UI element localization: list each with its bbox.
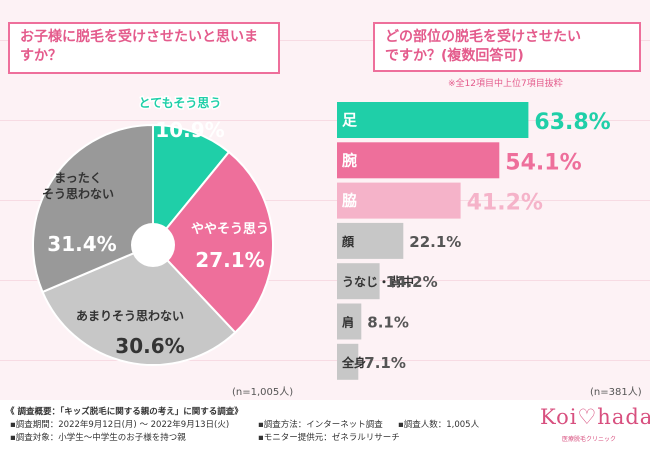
bar-7 bbox=[337, 343, 359, 380]
bar-category-label: 足 bbox=[342, 111, 358, 129]
pie-question-box: お子様に脱毛を受けさせたいと思いますか？ bbox=[8, 22, 280, 74]
bar-1 bbox=[337, 102, 529, 138]
bar-value-label: 7.1% bbox=[364, 354, 406, 372]
pie-chart: とてもそう思う 10.9% ややそう思う 27.1% あまりそう思わない 30.6% まった… bbox=[32, 95, 274, 366]
pie-value-label: 27.1% bbox=[195, 248, 264, 272]
bar-question-line2: ですか？(複数回答可) bbox=[385, 48, 524, 64]
bar-value-label: 63.8% bbox=[534, 110, 610, 135]
bar-value-label: 8.1% bbox=[367, 314, 409, 332]
bar-sample-size: (n=381人) bbox=[590, 387, 642, 398]
pie-sample-size: (n=1,005人) bbox=[232, 387, 294, 398]
brand-logo: Koi♡hada 医療脱毛クリニック bbox=[530, 403, 650, 447]
bar-6 bbox=[337, 303, 362, 340]
bar-category-label: 全身 bbox=[341, 355, 366, 370]
pie-center-hole bbox=[131, 223, 175, 267]
bar-4 bbox=[337, 222, 404, 259]
pie-label: あまりそう思わない bbox=[76, 309, 184, 323]
pie-value-label: 10.9% bbox=[155, 118, 224, 142]
bar-value-label: 41.2% bbox=[467, 191, 543, 216]
bar-question-line1: どの部位の脱毛を受けさせたい bbox=[385, 29, 581, 45]
pie-slice bbox=[152, 123, 231, 248]
bar-category-label: 脇 bbox=[342, 192, 357, 210]
pie-label: とてもそう思う bbox=[139, 96, 222, 110]
pie-value-label: 31.4% bbox=[47, 232, 116, 256]
survey-title: 《 調査概要：「キッズ脱毛に関する親の考え」に関する調査》 bbox=[6, 407, 243, 417]
survey-provider: ▪モニター提供元：ゼネラルリサーチ bbox=[258, 433, 400, 443]
bar-value-label: 14.2% bbox=[386, 273, 438, 291]
pie-slice bbox=[151, 150, 274, 334]
pie-slice bbox=[41, 243, 237, 366]
bar-3 bbox=[337, 182, 461, 219]
bar-category-label: 腕 bbox=[342, 151, 357, 169]
logo-subtext: 医療脱毛クリニック bbox=[562, 436, 617, 443]
pie-slice bbox=[32, 123, 154, 294]
bar-2 bbox=[337, 142, 500, 179]
pie-label: そう思わない bbox=[42, 187, 114, 201]
bar-value-label: 22.1% bbox=[409, 233, 461, 251]
bar-value-label: 54.1% bbox=[505, 150, 581, 175]
pie-value-label: 30.6% bbox=[115, 334, 184, 358]
bar-category-label: 肩 bbox=[342, 315, 354, 330]
bar-category-label: うなじ・背中 bbox=[342, 274, 414, 289]
logo-text: Koi♡hada bbox=[540, 405, 650, 429]
bar-category-label: 顔 bbox=[341, 234, 355, 249]
survey-count: ▪調査人数：1,005人 bbox=[398, 420, 480, 430]
survey-period: ▪調査期間：2022年9月12日(月) ～ 2022年9月13日(火) bbox=[10, 420, 230, 430]
bar-note: ※全12項目中上位7項目抜粋 bbox=[448, 79, 563, 89]
pie-question: お子様に脱毛を受けさせたいと思いますか？ bbox=[20, 29, 258, 64]
pie-label: ややそう思う bbox=[191, 222, 269, 237]
footer: 《 調査概要：「キッズ脱毛に関する親の考え」に関する調査》 ▪調査期間：2022… bbox=[0, 400, 650, 450]
pie-label: まったく bbox=[54, 171, 102, 185]
bar-5 bbox=[337, 263, 380, 300]
survey-target: ▪調査対象：小学生～中学生のお子様を持つ親 bbox=[10, 433, 186, 443]
bar-question-box: どの部位の脱毛を受けさせたい ですか？(複数回答可) bbox=[373, 22, 641, 72]
survey-method: ▪調査方法：インターネット調査 bbox=[258, 420, 383, 430]
